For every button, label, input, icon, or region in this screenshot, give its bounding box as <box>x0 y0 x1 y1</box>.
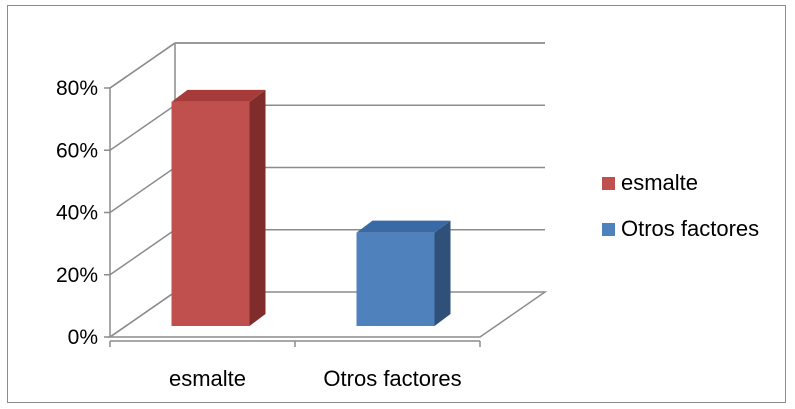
legend: esmalte Otros factores <box>602 170 759 241</box>
y-tick-label: 80% <box>56 77 98 100</box>
bars <box>171 89 451 327</box>
y-axis-ticks: 0% 20% 40% 60% 80% <box>56 77 110 349</box>
legend-label: esmalte <box>621 170 698 195</box>
bar-front <box>356 232 435 326</box>
y-tick-label: 40% <box>56 202 98 225</box>
bar-front <box>171 101 250 327</box>
legend-swatch <box>602 177 615 190</box>
legend-item: Otros factores <box>602 216 759 241</box>
bar-side <box>434 220 451 326</box>
bar-esmalte <box>171 89 266 327</box>
x-category-label: esmalte <box>169 366 246 391</box>
x-category-label: Otros factores <box>323 366 461 391</box>
y-tick-label: 20% <box>56 264 98 287</box>
gridline-diagonal <box>109 229 176 276</box>
y-tick-label: 60% <box>56 139 98 162</box>
y-tick-label: 0% <box>68 326 98 349</box>
legend-label: Otros factores <box>621 216 759 241</box>
gridline-diagonal <box>109 166 176 214</box>
legend-swatch <box>602 223 615 236</box>
bar-otros-factores <box>356 220 451 326</box>
bar-side <box>249 89 266 327</box>
gridline-diagonal <box>109 104 176 151</box>
bar-top <box>171 89 266 102</box>
bar-top <box>356 220 451 233</box>
x-axis: esmalte Otros factores <box>109 340 481 391</box>
gridline-diagonal <box>109 42 176 89</box>
gridline-diagonal <box>109 291 176 338</box>
legend-item: esmalte <box>602 170 698 195</box>
